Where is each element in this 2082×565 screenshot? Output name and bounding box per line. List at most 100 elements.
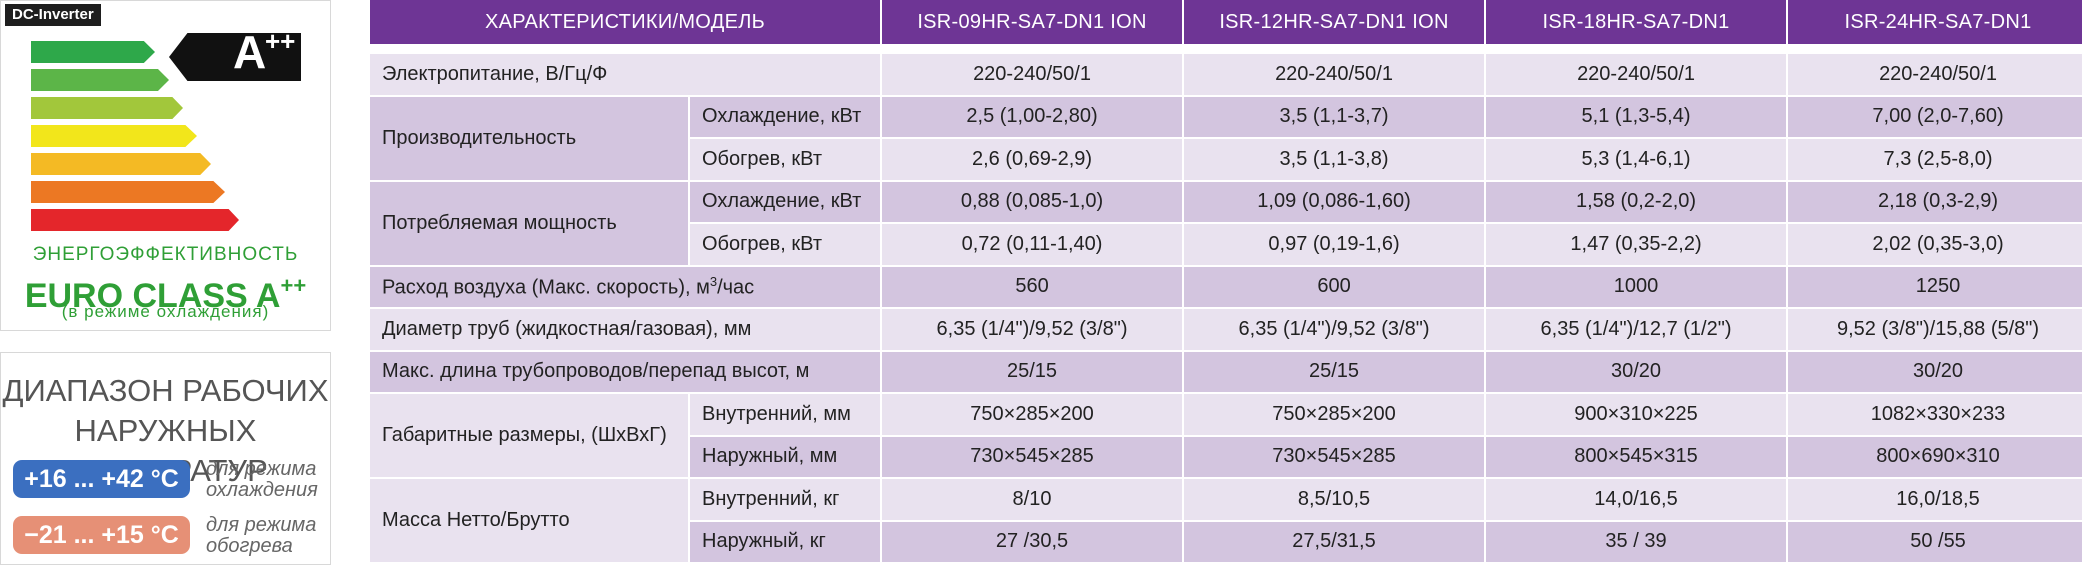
- cooling-mode-note: (в режиме охлаждения): [61, 302, 270, 321]
- table-cell: 6,35 (1/4")/9,52 (3/8"): [882, 309, 1183, 352]
- energy-efficiency-caption: ЭНЕРГОЭФФЕКТИВНОСТЬ: [32, 244, 299, 265]
- table-cell: 220-240/50/1: [1486, 54, 1787, 97]
- table-cell: 7,00 (2,0-7,60): [1788, 96, 2082, 139]
- row-label-power-supply: Электропитание, В/Гц/Ф: [370, 54, 881, 97]
- table-row: Производительность Охлаждение, кВт 2,5 (…: [370, 96, 2082, 182]
- table-cell: 220-240/50/1: [1788, 54, 2082, 97]
- table-cell: 560: [882, 266, 1183, 309]
- heating-range-note: для режима обогрева: [206, 515, 326, 557]
- table-cell: 730×545×285: [882, 436, 1183, 479]
- row-group-dimensions: Габаритные размеры, (ШхВхГ): [370, 394, 688, 479]
- table-row: Обогрев, кВт 0,72 (0,11-1,40) 0,97 (0,19…: [370, 224, 2082, 267]
- heating-range-badge: −21 ... +15 °С: [13, 516, 190, 554]
- row-sublabel-indoor: Внутренний, мм: [690, 394, 881, 437]
- header-model-1: ISR-09HR-SA7-DN1 ION: [882, 0, 1183, 46]
- table-cell: 5,3 (1,4-6,1): [1486, 139, 1787, 182]
- table-cell: 1000: [1486, 266, 1787, 309]
- table-row: Наружный, кг 27 /30,5 27,5/31,5 35 / 39 …: [370, 521, 2082, 564]
- table-row: Диаметр труб (жидкостная/газовая), мм 6,…: [370, 309, 2082, 352]
- table-cell: 5,1 (1,3-5,4): [1486, 96, 1787, 139]
- table-cell: 1,09 (0,086-1,60): [1184, 181, 1485, 224]
- energy-bar-5: [31, 153, 211, 175]
- table-cell: 600: [1184, 266, 1485, 309]
- table-cell: 8,5/10,5: [1184, 479, 1485, 522]
- table-cell: 2,02 (0,35-3,0): [1788, 224, 2082, 267]
- table-cell: 9,52 (3/8")/15,88 (5/8"): [1788, 309, 2082, 352]
- table-cell: 2,5 (1,00-2,80): [882, 96, 1183, 139]
- header-characteristics: ХАРАКТЕРИСТИКИ/МОДЕЛЬ: [370, 0, 881, 46]
- airflow-label-sup: 3: [709, 273, 718, 289]
- row-sublabel-heating: Обогрев, кВт: [690, 139, 881, 182]
- table-cell: 25/15: [882, 351, 1183, 394]
- table-cell: 1,47 (0,35-2,2): [1486, 224, 1787, 267]
- cooling-note-line1: для режима: [206, 458, 317, 480]
- header-model-2: ISR-12HR-SA7-DN1 ION: [1184, 0, 1485, 46]
- euro-class-plus: ++: [280, 273, 307, 298]
- energy-bar-3: [31, 97, 183, 119]
- table-cell: 2,6 (0,69-2,9): [882, 139, 1183, 182]
- airflow-label-tail: /час: [717, 276, 755, 299]
- row-sublabel-cooling: Охлаждение, кВт: [690, 96, 881, 139]
- heating-note-line1: для режима: [206, 514, 317, 536]
- table-cell: 0,88 (0,085-1,0): [882, 181, 1183, 224]
- row-sublabel-indoor: Внутренний, кг: [690, 479, 881, 522]
- table-cell: 220-240/50/1: [1184, 54, 1485, 97]
- table-cell: 220-240/50/1: [882, 54, 1183, 97]
- table-header-row: ХАРАКТЕРИСТИКИ/МОДЕЛЬ ISR-09HR-SA7-DN1 I…: [370, 0, 2082, 46]
- energy-bar-1: [31, 41, 155, 63]
- row-sublabel-outdoor: Наружный, мм: [690, 436, 881, 479]
- table-row: Макс. длина трубопроводов/перепад высот,…: [370, 351, 2082, 394]
- table-row: Электропитание, В/Гц/Ф 220-240/50/1 220-…: [370, 54, 2082, 97]
- table-row: Обогрев, кВт 2,6 (0,69-2,9) 3,5 (1,1-3,8…: [370, 139, 2082, 182]
- table-cell: 27,5/31,5: [1184, 521, 1485, 564]
- energy-class-pointer: [169, 33, 301, 81]
- row-label-airflow: Расход воздуха (Макс. скорость), м3/час: [370, 266, 881, 309]
- table-cell: 14,0/16,5: [1486, 479, 1787, 522]
- energy-bar-6: [31, 181, 225, 203]
- table-cell: 25/15: [1184, 351, 1485, 394]
- energy-class-letter: A: [233, 26, 267, 78]
- header-model-3: ISR-18HR-SA7-DN1: [1486, 0, 1787, 46]
- table-cell: 6,35 (1/4")/9,52 (3/8"): [1184, 309, 1485, 352]
- row-group-power-consumption: Потребляемая мощность: [370, 181, 688, 267]
- cooling-range-badge: +16 ... +42 °С: [13, 460, 190, 498]
- table-row: Расход воздуха (Макс. скорость), м3/час …: [370, 266, 2082, 309]
- table-row: Масса Нетто/Брутто Внутренний, кг 8/10 8…: [370, 479, 2082, 564]
- table-row: Потребляемая мощность Охлаждение, кВт 0,…: [370, 181, 2082, 267]
- cooling-note-line2: охлаждения: [206, 479, 318, 501]
- row-sublabel-cooling: Охлаждение, кВт: [690, 181, 881, 224]
- table-cell: 50 /55: [1788, 521, 2082, 564]
- table-cell: 0,97 (0,19-1,6): [1184, 224, 1485, 267]
- table-cell: 3,5 (1,1-3,8): [1184, 139, 1485, 182]
- table-cell: 2,18 (0,3-2,9): [1788, 181, 2082, 224]
- table-row: Наружный, мм 730×545×285 730×545×285 800…: [370, 436, 2082, 479]
- table-cell: 6,35 (1/4")/12,7 (1/2"): [1486, 309, 1787, 352]
- row-sublabel-heating: Обогрев, кВт: [690, 224, 881, 267]
- table-cell: 750×285×200: [1184, 394, 1485, 437]
- euro-class-label: EURO CLASS A++: [1, 266, 330, 316]
- table-cell: 730×545×285: [1184, 436, 1485, 479]
- table-cell: 30/20: [1486, 351, 1787, 394]
- table-cell: 750×285×200: [882, 394, 1183, 437]
- temperature-range-card: ДИАПАЗОН РАБОЧИХ НАРУЖНЫХ ТЕМПЕРАТУР +16…: [0, 352, 331, 565]
- row-group-capacity: Производительность: [370, 96, 688, 182]
- table-row: Габаритные размеры, (ШхВхГ) Внутренний, …: [370, 394, 2082, 479]
- table-cell: 1250: [1788, 266, 2082, 309]
- energy-bar-7: [31, 209, 239, 231]
- row-label-max-pipe-length: Макс. длина трубопроводов/перепад высот,…: [370, 351, 881, 394]
- header-model-4: ISR-24HR-SA7-DN1: [1788, 0, 2082, 46]
- table-cell: 7,3 (2,5-8,0): [1788, 139, 2082, 182]
- table-spacer: [370, 46, 2082, 54]
- temperature-title-line1: ДИАПАЗОН РАБОЧИХ: [2, 373, 329, 408]
- table-cell: 800×545×315: [1486, 436, 1787, 479]
- energy-class-plus: ++: [265, 26, 296, 56]
- cooling-range-note: для режима охлаждения: [206, 459, 326, 501]
- row-group-weight: Масса Нетто/Брутто: [370, 479, 688, 564]
- table-cell: 800×690×310: [1788, 436, 2082, 479]
- energy-bar-4: [31, 125, 197, 147]
- dc-inverter-badge: DC-Inverter: [5, 4, 101, 26]
- table-cell: 3,5 (1,1-3,7): [1184, 96, 1485, 139]
- table-cell: 900×310×225: [1486, 394, 1787, 437]
- table-cell: 1,58 (0,2-2,0): [1486, 181, 1787, 224]
- table-cell: 8/10: [882, 479, 1183, 522]
